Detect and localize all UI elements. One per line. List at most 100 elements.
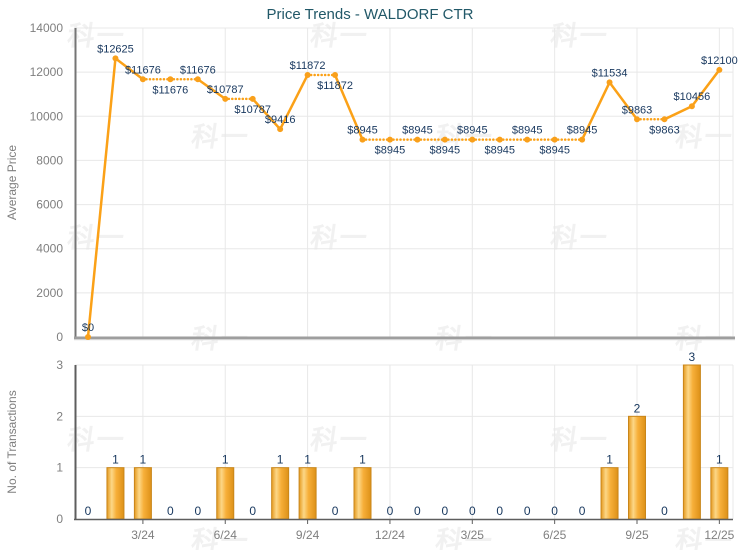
y-tick-label: 6000 [36, 198, 63, 212]
price-point-marker [661, 116, 668, 123]
bar-value-label: 1 [304, 453, 311, 467]
price-point-label: $8945 [430, 145, 461, 157]
x-tick-label: 9/25 [625, 528, 649, 542]
price-point-label: $8945 [402, 125, 433, 137]
y-tick-label: 10000 [30, 109, 64, 123]
price-line-segment [690, 68, 721, 108]
price-point-label: $8945 [457, 125, 488, 137]
bar-value-label: 0 [332, 504, 339, 518]
bar-value-label: 1 [112, 453, 119, 467]
price-line-segment [86, 57, 117, 339]
price-point-label: $8945 [539, 145, 570, 157]
bar-value-label: 0 [194, 504, 201, 518]
bar-value-label: 0 [414, 504, 421, 518]
y-tick-label: 2000 [36, 286, 63, 300]
transaction-bar [710, 467, 729, 520]
price-point-label: $11676 [152, 84, 188, 96]
price-point-marker [85, 334, 91, 340]
y-tick-label: 12000 [30, 65, 64, 79]
price-point-label: $11872 [290, 60, 326, 72]
transaction-bar [216, 467, 235, 520]
bar-value-label: 0 [442, 504, 449, 518]
price-point-marker [634, 116, 640, 123]
transaction-bar [600, 467, 619, 520]
price-point-label: $9863 [622, 104, 653, 116]
bar-value-label: 1 [277, 453, 284, 467]
transaction-bar [133, 467, 152, 520]
price-point-label: $10456 [674, 91, 711, 103]
bar-value-label: 1 [359, 453, 366, 467]
bar-value-label: 0 [524, 504, 531, 518]
price-point-marker [332, 71, 339, 78]
bar-value-label: 1 [140, 453, 147, 467]
price-point-label: $12625 [97, 43, 134, 55]
price-point-marker [524, 136, 531, 143]
price-point-marker [441, 136, 448, 143]
transaction-bar [353, 467, 372, 520]
price-line-segment [663, 104, 694, 121]
price-point-label: $8945 [567, 125, 598, 137]
x-tick-label: 9/24 [296, 528, 320, 542]
price-point-label: $10787 [207, 84, 244, 96]
transaction-bar [271, 467, 290, 520]
price-point-marker [716, 66, 723, 73]
y-tick-label: 4000 [36, 242, 63, 256]
y-tick-label: 1 [56, 461, 63, 475]
price-point-marker [222, 95, 229, 102]
price-point-marker [304, 71, 311, 78]
x-tick-label: 6/25 [543, 528, 567, 542]
x-tick-label: 12/24 [375, 528, 405, 542]
price-point-label: $10787 [234, 104, 271, 116]
bar-value-label: 0 [85, 504, 92, 518]
price-point-marker [386, 136, 393, 143]
x-tick-label: 12/25 [704, 528, 734, 542]
bar-value-label: 1 [716, 453, 723, 467]
price-point-marker [194, 76, 201, 83]
price-line-segment [251, 97, 282, 131]
y-tick-label: 0 [56, 330, 63, 344]
price-point-label: $11534 [592, 67, 628, 79]
x-axis-separator-shadow [74, 339, 735, 341]
transaction-bar [682, 364, 701, 520]
bar-value-label: 1 [222, 453, 229, 467]
price-line-segment [278, 73, 309, 131]
bar-value-label: 0 [249, 504, 256, 518]
price-point-marker [139, 76, 146, 83]
price-point-marker [277, 126, 284, 133]
x-tick-label: 6/24 [214, 528, 238, 542]
x-tick-label: 3/24 [131, 528, 155, 542]
price-point-marker [359, 136, 366, 143]
price-line-segment [608, 81, 639, 121]
price-point-marker [551, 136, 558, 143]
price-point-label: $11676 [180, 64, 216, 76]
bar-value-label: 0 [469, 504, 476, 518]
y-axis-title-transactions: No. of Transactions [5, 390, 19, 493]
price-point-marker [496, 136, 503, 143]
price-point-marker [249, 95, 256, 102]
bar-value-label: 0 [551, 504, 558, 518]
price-point-label: $9863 [649, 124, 680, 136]
y-tick-label: 14000 [30, 21, 64, 35]
bar-value-label: 0 [387, 504, 394, 518]
bar-value-label: 2 [634, 401, 641, 415]
y-tick-label: 2 [56, 409, 63, 423]
price-point-label: $11872 [317, 80, 353, 92]
price-point-marker [606, 79, 613, 86]
price-point-label: $12100 [701, 55, 738, 67]
price-point-marker [112, 55, 119, 62]
price-point-label: $9416 [265, 114, 296, 126]
price-point-marker [688, 103, 695, 110]
price-point-marker [167, 76, 174, 83]
x-axis-separator [74, 336, 735, 339]
price-point-label: $8945 [375, 145, 406, 157]
bar-value-label: 0 [661, 504, 668, 518]
transaction-bar [106, 467, 125, 520]
transaction-bar [628, 415, 646, 520]
price-line-segment [114, 57, 145, 81]
price-line-segment [580, 81, 611, 141]
bar-value-label: 3 [689, 350, 696, 364]
price-line-segment [333, 73, 364, 141]
bar-value-label: 1 [606, 453, 613, 467]
